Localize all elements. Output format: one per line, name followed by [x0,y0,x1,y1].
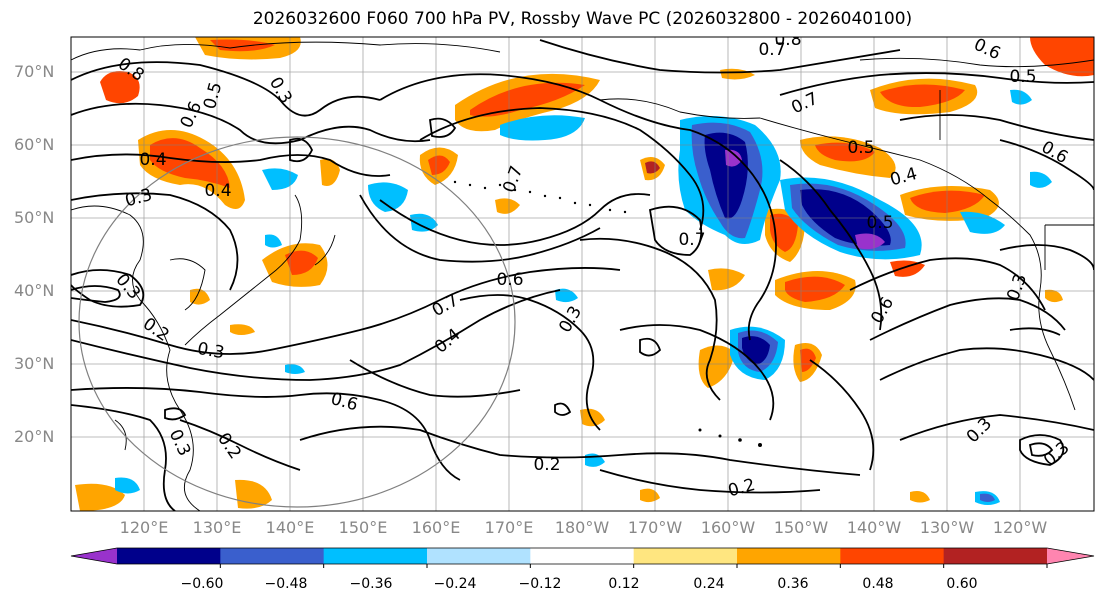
positive-anomaly [495,198,520,214]
longitude-label: 160°W [700,518,756,537]
longitude-label: 130°E [192,518,242,537]
contour-label: 0.6 [496,270,523,290]
positive-anomaly [785,276,845,302]
colorbar-segment [530,548,635,564]
contour-label: 0.5 [1009,67,1036,87]
longitude-label: 170°E [484,518,534,537]
longitude-label: 160°E [411,518,461,537]
latitude-label: 20°N [14,427,55,446]
negative-anomaly [555,288,578,303]
positive-anomaly [580,408,605,427]
colorbar-tick-label: 0.60 [946,576,978,592]
island-chains [453,180,762,447]
anomaly-shading [75,37,1094,511]
negative-anomaly [960,211,1005,234]
positive-anomaly [1030,37,1094,77]
reference-circle [78,136,516,508]
colorbar-tick-label: −0.24 [433,576,477,592]
positive-anomaly [100,71,140,104]
contour-label: 0.4 [139,150,166,170]
longitude-label: 120°E [119,518,169,537]
positive-anomaly [708,268,745,291]
positive-anomaly [800,348,816,372]
contour-label: 0.8 [774,30,801,50]
colorbar-tick-label: 0.12 [608,576,640,592]
map-title: 2026032600 F060 700 hPa PV, Rossby Wave … [252,9,913,29]
positive-anomaly [150,138,230,188]
longitude-label: 170°W [627,518,683,537]
latitude-label: 50°N [14,208,55,227]
colorbar-segment [633,548,738,564]
contour-label: 0.7 [678,230,705,250]
positive-anomaly [1045,289,1063,303]
negative-anomaly [265,234,282,248]
colorbar-tick-label: −0.48 [264,576,308,592]
negative-anomaly [980,493,995,502]
positive-anomaly [210,39,275,52]
contour-label: 0.3 [196,339,226,363]
positive-anomaly [910,190,985,213]
map-panel: 0.8 0.5 0.6 0.3 0.4 0.4 0.3 0.3 0.2 0.3 … [71,30,1094,511]
colorbar-segment [943,548,1048,564]
colorbar-tick-label: 0.36 [777,576,809,592]
colorbar-segment [737,548,841,564]
map-frame [70,36,1095,512]
latitude-label: 30°N [14,354,55,373]
coastlines [71,41,1094,511]
positive-anomaly [880,84,965,108]
negative-anomaly [1010,89,1032,105]
positive-anomaly [428,155,450,175]
contour-label: 0.5 [866,213,893,233]
colorbar-tick-label: −0.60 [180,576,224,592]
negative-anomaly [725,149,742,167]
negative-anomaly [262,168,298,190]
pv-contours [71,39,1094,511]
negative-anomaly [800,189,891,246]
colorbar-tick-label: 0.24 [693,576,725,592]
colorbar-extend-min [71,548,117,564]
colorbar-tick-label: −0.12 [518,576,562,592]
colorbar-extend-max [1047,548,1094,564]
contour-label: 0.4 [204,181,231,201]
colorbar-segment [840,548,945,564]
contour-label: 0.5 [847,138,874,158]
latitude-label: 60°N [14,135,55,154]
colorbar-segment [323,548,428,564]
longitude-label: 150°W [773,518,829,537]
longitude-label: 120°W [992,518,1048,537]
negative-anomaly [115,477,140,494]
contour-label: 0.2 [533,455,560,475]
colorbar-segment [117,548,221,564]
positive-anomaly [230,324,255,335]
positive-anomaly [75,483,125,511]
negative-anomaly [500,115,585,141]
longitude-label: 130°W [919,518,975,537]
negative-anomaly [368,182,408,212]
colorbar [70,547,1095,568]
positive-anomaly [645,161,660,174]
colorbar-outline [70,547,1095,565]
positive-anomaly [190,288,210,305]
contour-label: 0.7 [758,40,785,60]
positive-anomaly [470,82,585,117]
negative-anomaly [1030,171,1052,188]
positive-anomaly [770,213,798,252]
latitude-label: 70°N [14,62,55,81]
negative-anomaly [855,233,885,250]
longitude-label: 180°W [554,518,610,537]
positive-anomaly [320,158,340,186]
colorbar-tick-label: 0.48 [862,576,894,592]
colorbar-segment [220,548,325,564]
longitude-label: 140°W [846,518,902,537]
positive-anomaly [285,250,318,275]
colorbar-tick-label: −0.36 [349,576,393,592]
latitude-label: 40°N [14,281,55,300]
positive-anomaly [910,491,930,503]
colorbar-segment [427,548,531,564]
longitude-label: 150°E [338,518,388,537]
gridlines [71,37,1094,511]
longitude-label: 140°E [265,518,315,537]
positive-anomaly [815,142,875,162]
